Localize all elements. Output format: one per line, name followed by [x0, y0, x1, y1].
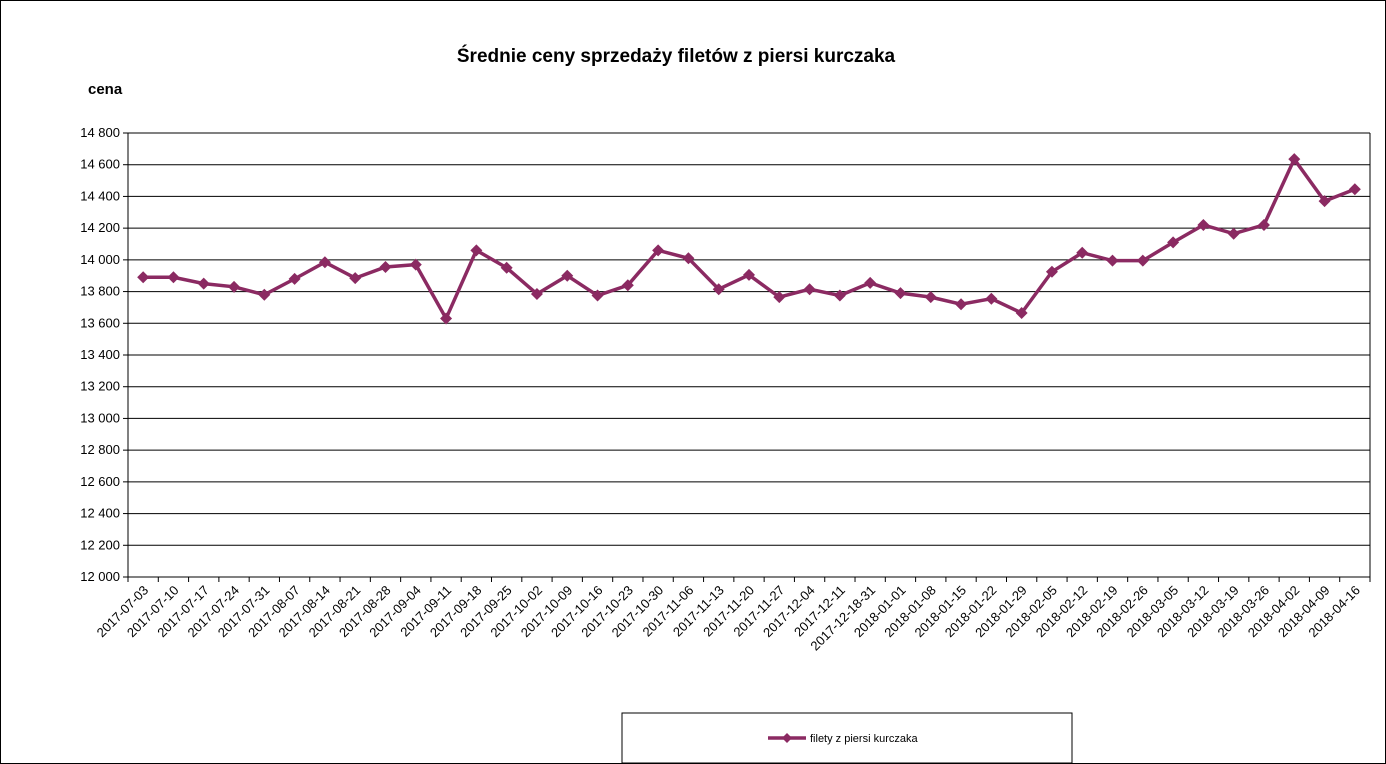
data-point [955, 298, 968, 311]
data-point [621, 279, 634, 292]
y-tick-label: 12 200 [80, 537, 120, 552]
y-tick-label: 14 600 [80, 157, 120, 172]
y-tick-label: 14 200 [80, 220, 120, 235]
data-point [1318, 195, 1331, 208]
y-tick-label: 13 400 [80, 347, 120, 362]
y-tick-label: 13 600 [80, 315, 120, 330]
data-point [500, 261, 513, 274]
data-point [167, 271, 180, 284]
data-point [1197, 218, 1210, 231]
data-point [1257, 218, 1270, 231]
data-point [228, 280, 241, 293]
data-point [561, 269, 574, 282]
data-point [682, 252, 695, 265]
data-point [409, 258, 422, 271]
y-tick-label: 13 000 [80, 410, 120, 425]
data-point [803, 283, 816, 296]
y-tick-label: 12 800 [80, 442, 120, 457]
y-tick-label: 13 200 [80, 379, 120, 394]
data-point [1076, 246, 1089, 259]
y-tick-label: 12 000 [80, 569, 120, 584]
data-point [440, 312, 453, 325]
data-point [712, 283, 725, 296]
y-tick-label: 14 400 [80, 188, 120, 203]
data-point [591, 289, 604, 302]
data-point [985, 292, 998, 305]
data-point [1015, 306, 1028, 319]
data-point [652, 244, 665, 257]
y-tick-label: 14 000 [80, 252, 120, 267]
legend-marker [782, 733, 792, 743]
data-point [470, 244, 483, 257]
data-point [1106, 254, 1119, 267]
data-point [349, 272, 362, 285]
data-point [1348, 183, 1361, 196]
data-point [197, 277, 210, 290]
data-point [864, 276, 877, 289]
data-point [833, 289, 846, 302]
y-tick-label: 12 400 [80, 506, 120, 521]
data-point [318, 256, 331, 269]
data-point [288, 272, 301, 285]
y-tick-label: 13 800 [80, 284, 120, 299]
y-axis-label: cena [88, 81, 123, 98]
data-point [1136, 254, 1149, 267]
data-point [1167, 236, 1180, 249]
data-point [894, 287, 907, 300]
legend-box [621, 712, 1073, 764]
chart-title: Średnie ceny sprzedaży filetów z piersi … [457, 45, 896, 67]
data-point [258, 288, 271, 301]
y-tick-label: 14 800 [80, 125, 120, 140]
data-point [1227, 227, 1240, 240]
data-point [1288, 153, 1301, 166]
legend-label: filety z piersi kurczaka [810, 733, 918, 745]
data-point [137, 271, 150, 284]
data-point [924, 291, 937, 304]
data-point [773, 291, 786, 304]
data-point [379, 260, 392, 273]
y-tick-label: 12 600 [80, 474, 120, 489]
data-point [530, 287, 543, 300]
data-point [743, 268, 755, 281]
data-point [1045, 265, 1058, 278]
